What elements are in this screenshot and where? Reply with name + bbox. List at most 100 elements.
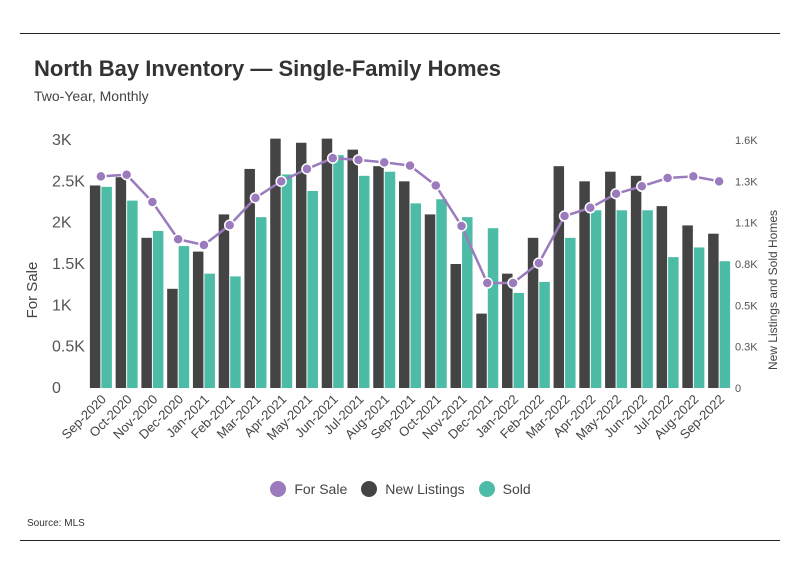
bar-sold xyxy=(487,228,499,388)
bar-new-listings xyxy=(708,233,719,388)
bar-sold xyxy=(410,203,421,388)
bar-new-listings xyxy=(295,142,307,388)
point-for-sale xyxy=(223,219,236,231)
y2-axis-label: New Listings and Sold Homes xyxy=(766,210,780,370)
line-layer xyxy=(95,152,725,289)
point-for-sale xyxy=(352,154,365,166)
bar-sold xyxy=(127,200,138,388)
bar-sold xyxy=(307,190,318,388)
y-tick-label: 2K xyxy=(52,215,72,232)
bar-sold xyxy=(668,257,679,388)
bar-new-listings xyxy=(476,313,487,388)
bar-new-listings xyxy=(373,166,384,388)
bar-sold xyxy=(565,237,576,388)
point-for-sale xyxy=(661,172,674,184)
point-for-sale xyxy=(146,196,159,208)
point-for-sale xyxy=(326,152,339,164)
y2-tick-label: 1.6K xyxy=(735,135,758,147)
bar-new-listings xyxy=(682,225,693,388)
y2-tick-label: 1.3K xyxy=(735,176,758,188)
bar-sold xyxy=(616,210,628,388)
y2-tick-label: 0 xyxy=(735,383,741,395)
chart-subtitle: Two-Year, Monthly xyxy=(34,88,149,104)
bar-new-listings xyxy=(605,171,616,388)
legend: For Sale New Listings Sold xyxy=(0,481,801,497)
bar-new-listings xyxy=(527,237,539,388)
bar-sold xyxy=(358,175,370,388)
bar-new-listings xyxy=(630,175,642,388)
point-for-sale xyxy=(507,277,519,289)
y-tick-label: 0 xyxy=(52,380,61,397)
point-for-sale xyxy=(584,202,597,214)
y2-tick-label: 0.8K xyxy=(735,259,758,271)
bar-sold xyxy=(590,210,602,388)
y-tick-label: 1K xyxy=(52,297,72,314)
y2-tick-label: 0.5K xyxy=(735,300,758,312)
bar-sold xyxy=(693,247,705,388)
point-for-sale xyxy=(404,159,416,172)
legend-item-for-sale: For Sale xyxy=(270,481,347,497)
legend-label-sold: Sold xyxy=(502,481,531,497)
bar-sold xyxy=(152,230,164,388)
bar-sold xyxy=(255,217,267,388)
point-for-sale xyxy=(533,257,545,269)
bar-sold xyxy=(101,186,112,388)
point-for-sale xyxy=(120,168,133,181)
bar-new-listings xyxy=(579,181,590,388)
bar-sold xyxy=(436,199,447,388)
bar-new-listings xyxy=(424,214,436,388)
bar-sold xyxy=(462,217,473,388)
point-for-sale xyxy=(172,233,184,245)
bar-new-listings xyxy=(115,177,127,388)
bar-sold xyxy=(333,155,344,388)
bar-new-listings xyxy=(89,185,101,388)
bar-new-listings xyxy=(270,138,281,388)
legend-swatch-for-sale xyxy=(270,481,287,497)
y-tick-label: 0.5K xyxy=(52,339,85,356)
bar-new-listings xyxy=(450,264,462,388)
bar-new-listings xyxy=(167,288,178,388)
point-for-sale xyxy=(610,187,622,200)
point-for-sale xyxy=(558,210,571,222)
y-axis-label: For Sale xyxy=(24,262,41,319)
point-for-sale xyxy=(198,239,210,251)
point-for-sale xyxy=(481,277,494,289)
bar-sold xyxy=(178,246,190,388)
legend-swatch-new-listings xyxy=(361,481,378,497)
point-for-sale xyxy=(636,180,648,193)
point-for-sale xyxy=(378,156,390,169)
point-for-sale xyxy=(430,179,442,192)
legend-item-new-listings: New Listings xyxy=(361,481,465,497)
bar-sold xyxy=(642,210,653,388)
bar-sold xyxy=(513,292,525,388)
point-for-sale xyxy=(95,170,107,183)
bar-sold xyxy=(384,171,396,388)
y2-tick-label: 1.1K xyxy=(735,218,758,230)
y-tick-label: 2.5K xyxy=(52,173,85,190)
legend-label-for-sale: For Sale xyxy=(294,481,348,497)
bar-new-listings xyxy=(218,214,230,388)
point-for-sale xyxy=(301,163,313,175)
bar-sold xyxy=(230,276,241,388)
legend-label-new-listings: New Listings xyxy=(385,481,465,497)
bar-sold xyxy=(281,174,293,388)
top-rule xyxy=(20,33,780,34)
bar-new-listings xyxy=(399,181,410,388)
bar-new-listings xyxy=(347,149,358,388)
source-note: Source: MLS xyxy=(27,518,85,529)
bar-sold xyxy=(204,273,215,388)
bar-new-listings xyxy=(244,168,255,388)
chart-title: North Bay Inventory — Single-Family Home… xyxy=(34,56,501,81)
point-for-sale xyxy=(249,192,262,204)
y-tick-label: 1.5K xyxy=(52,256,85,273)
bars-layer xyxy=(89,138,731,388)
bottom-rule xyxy=(20,540,780,541)
bar-new-listings xyxy=(192,251,204,388)
bar-sold xyxy=(539,281,550,388)
bar-new-listings xyxy=(321,138,333,388)
bar-sold xyxy=(719,261,731,388)
y2-tick-label: 0.3K xyxy=(735,342,758,354)
point-for-sale xyxy=(455,220,468,232)
legend-item-sold: Sold xyxy=(478,481,531,497)
bar-new-listings xyxy=(656,206,668,388)
